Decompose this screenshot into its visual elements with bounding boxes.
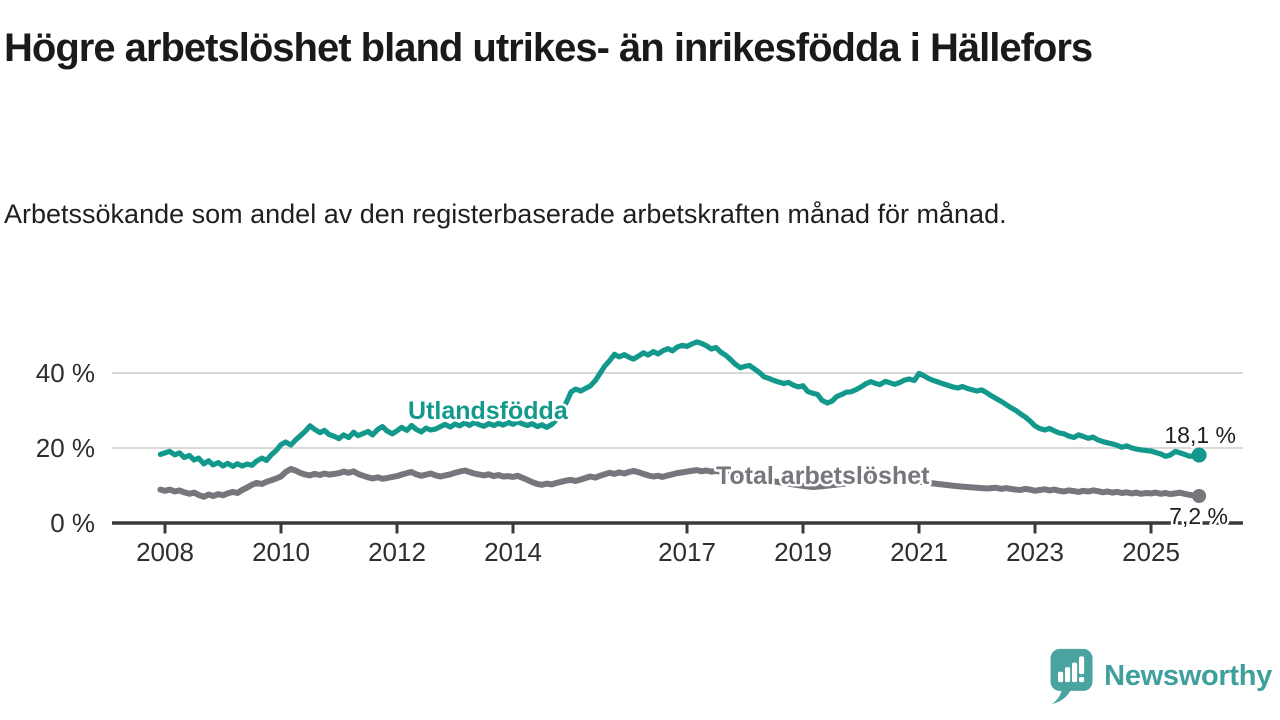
y-tick-label: 0 %: [50, 508, 95, 538]
series-label-total-arbetsloshet: Total arbetslöshet: [716, 462, 930, 490]
y-tick-label: 40 %: [36, 358, 95, 388]
label-layer: Utlandsfödda Total arbetslöshet 18,1 % 7…: [406, 395, 1239, 532]
x-tick-label: 2025: [1122, 537, 1180, 567]
logo-text: Newsworthy: [1104, 659, 1272, 692]
y-tick-label: 20 %: [36, 433, 95, 463]
x-tick-label: 2010: [252, 537, 310, 567]
x-tick-label: 2019: [774, 537, 832, 567]
newsworthy-logo: Newsworthy: [1049, 648, 1272, 704]
x-tick-label: 2021: [890, 537, 948, 567]
data-line-utlandsfodda: [157, 339, 1202, 469]
data-line-total: [157, 466, 1203, 500]
x-tick-label: 2014: [484, 537, 542, 567]
series-label-utlandsfodda: Utlandsfödda: [408, 397, 569, 425]
end-value-label-total: 7,2 %: [1169, 503, 1228, 529]
x-tick-label: 2012: [368, 537, 426, 567]
series-layer: [157, 339, 1207, 503]
chart-subtitle: Arbetssökande som andel av den registerb…: [4, 199, 1007, 229]
newsworthy-logo-icon: [1050, 648, 1093, 704]
logo-bubble: [1050, 648, 1093, 691]
page-title: Högre arbetslöshet bland utrikes- än inr…: [4, 26, 1093, 70]
grid-layer: 0 % 20 % 40 % 2008 2010 2012 2014 2017 2019 2021 2…: [36, 358, 1243, 567]
logo-bubble-tail: [1052, 689, 1071, 704]
x-tick-label: 2008: [136, 537, 194, 567]
logo-bars-icon: [1058, 656, 1085, 683]
x-tick-label: 2023: [1006, 537, 1064, 567]
end-value-label-utlandsfodda: 18,1 %: [1164, 422, 1236, 448]
end-dot-utlandsfodda: [1191, 447, 1207, 463]
end-dot-total: [1192, 489, 1207, 503]
x-tick-label: 2017: [658, 537, 716, 567]
